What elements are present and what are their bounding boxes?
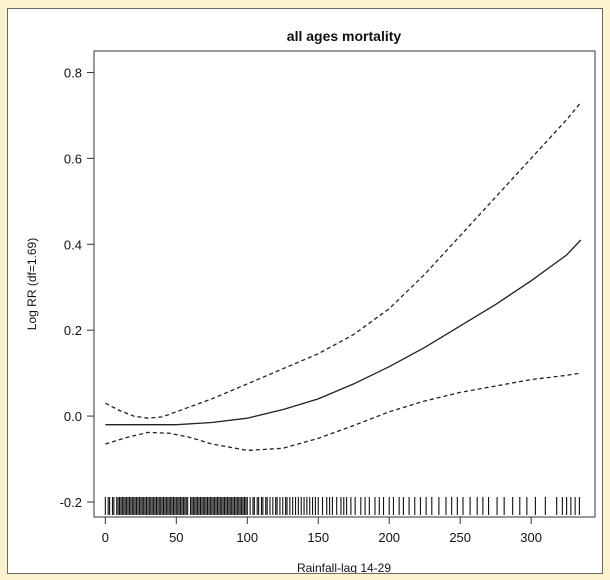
x-tick-label: 100 <box>236 530 258 545</box>
y-tick-label: 0.6 <box>64 151 82 166</box>
plot-box <box>93 50 596 518</box>
y-tick-label: 0.4 <box>64 237 82 252</box>
x-tick-label: 50 <box>169 530 183 545</box>
upper-confidence-line <box>105 102 582 419</box>
x-tick-label: 300 <box>520 530 542 545</box>
x-tick-label: 0 <box>102 530 109 545</box>
x-tick-label: 150 <box>307 530 329 545</box>
y-tick-label: 0.0 <box>64 409 82 424</box>
y-axis: -0.2 0.0 0.2 0.4 0.6 0.8 <box>60 65 94 510</box>
x-tick-label: 200 <box>378 530 400 545</box>
figure-frame: all ages mortality Rainfall-lag 14-29 Lo… <box>7 8 603 574</box>
chart: all ages mortality Rainfall-lag 14-29 Lo… <box>25 28 596 573</box>
estimate-line <box>105 239 582 426</box>
rug-plot <box>104 496 580 515</box>
lower-confidence-line <box>105 372 581 452</box>
x-axis: 0 50 100 150 200 250 300 <box>102 517 542 545</box>
y-axis-label: Log RR (df=1.69) <box>25 238 39 330</box>
x-axis-label: Rainfall-lag 14-29 <box>297 561 391 573</box>
chart-title: all ages mortality <box>287 28 402 44</box>
y-tick-label: 0.2 <box>64 323 82 338</box>
y-tick-label: -0.2 <box>60 495 82 510</box>
y-tick-label: 0.8 <box>64 65 82 80</box>
plot-lines <box>105 102 582 452</box>
x-tick-label: 250 <box>449 530 471 545</box>
